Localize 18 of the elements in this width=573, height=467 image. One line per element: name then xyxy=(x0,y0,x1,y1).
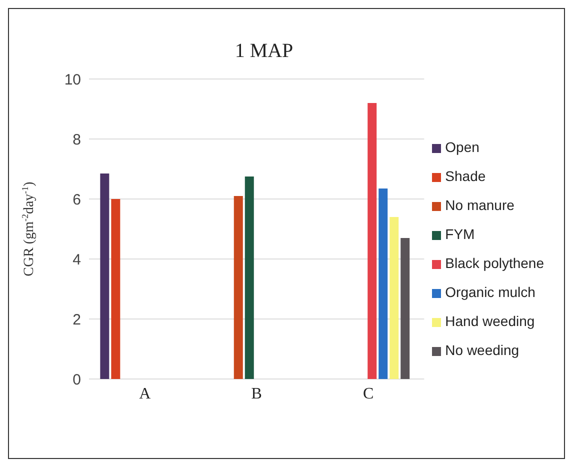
y-tick-label: 6 xyxy=(72,191,81,208)
x-tick-label: A xyxy=(139,385,152,402)
y-tick-label: 10 xyxy=(64,71,81,88)
legend-label: Hand weeding xyxy=(445,313,535,329)
y-tick-label: 8 xyxy=(72,131,81,148)
x-tick-label: B xyxy=(251,385,262,402)
y-tick-label: 0 xyxy=(72,371,81,388)
legend-label: No manure xyxy=(445,197,514,213)
legend-label: No weeding xyxy=(445,342,520,358)
legend-label: Shade xyxy=(445,168,486,184)
legend-label: Black polythene xyxy=(445,255,544,271)
y-tick-label: 2 xyxy=(72,311,81,328)
chart-title: 1 MAP xyxy=(234,40,294,62)
x-tick-label: C xyxy=(362,385,374,402)
legend-label: FYM xyxy=(445,226,475,242)
legend-label: Open xyxy=(445,139,480,155)
y-tick-label: 4 xyxy=(72,251,81,268)
legend-label: Organic mulch xyxy=(445,284,536,300)
